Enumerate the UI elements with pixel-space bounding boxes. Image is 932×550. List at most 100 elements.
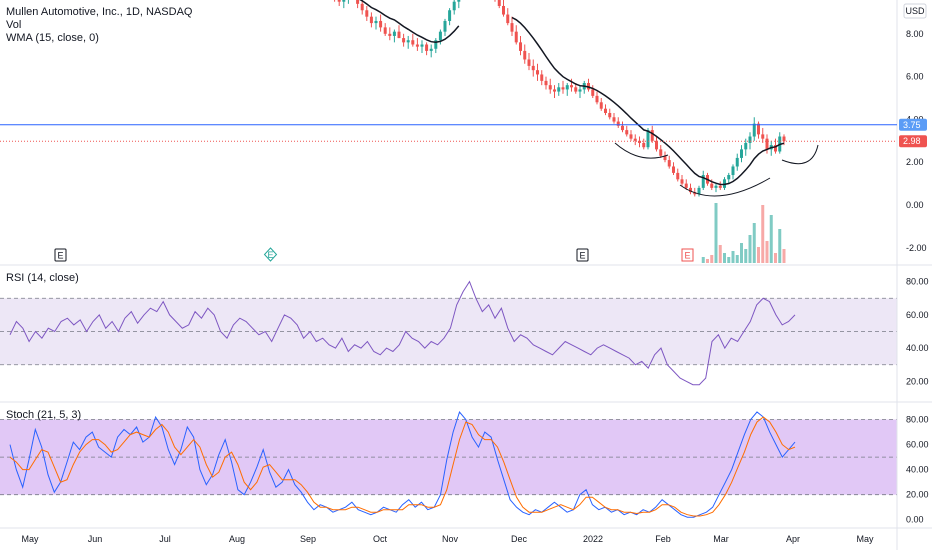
currency-badge[interactable] bbox=[903, 3, 927, 19]
candle[interactable] bbox=[536, 70, 539, 75]
candle[interactable] bbox=[676, 172, 680, 180]
candle[interactable] bbox=[616, 121, 620, 126]
candle[interactable] bbox=[443, 20, 447, 32]
candle[interactable] bbox=[757, 123, 760, 135]
stoch-pane[interactable] bbox=[9, 410, 796, 518]
candle[interactable] bbox=[718, 185, 722, 188]
candle[interactable] bbox=[502, 5, 505, 15]
candle[interactable] bbox=[642, 142, 646, 148]
candle[interactable] bbox=[540, 74, 544, 81]
candle[interactable] bbox=[731, 166, 735, 176]
candle[interactable] bbox=[510, 23, 514, 32]
last-price-badge[interactable] bbox=[899, 135, 927, 148]
candle[interactable] bbox=[369, 16, 373, 24]
candle[interactable] bbox=[415, 44, 419, 47]
candle[interactable] bbox=[655, 140, 658, 150]
candle[interactable] bbox=[374, 20, 378, 24]
time-axis[interactable]: May Jun Jul Aug Sep Oct Nov Dec 2022 Feb Mar Apr May bbox=[21, 534, 874, 544]
candle[interactable] bbox=[650, 130, 654, 141]
candle[interactable] bbox=[429, 48, 433, 51]
candle[interactable] bbox=[452, 1, 456, 11]
candle[interactable] bbox=[629, 134, 633, 139]
candle[interactable] bbox=[608, 112, 612, 118]
earnings-marker[interactable]: E bbox=[576, 248, 589, 262]
wma-line[interactable] bbox=[348, 0, 785, 186]
stoch-k-line[interactable] bbox=[9, 410, 796, 518]
candle[interactable] bbox=[774, 145, 777, 152]
candle[interactable] bbox=[599, 102, 603, 109]
candle[interactable] bbox=[425, 44, 429, 51]
candle[interactable] bbox=[411, 40, 415, 45]
candle[interactable] bbox=[514, 31, 518, 43]
candle[interactable] bbox=[621, 125, 624, 131]
candle[interactable] bbox=[578, 89, 582, 92]
candle[interactable] bbox=[337, 0, 341, 2]
candle[interactable] bbox=[740, 149, 743, 158]
rsi-pane[interactable] bbox=[9, 280, 796, 386]
candle[interactable] bbox=[548, 85, 552, 90]
candle[interactable] bbox=[633, 138, 637, 141]
candle[interactable] bbox=[402, 38, 406, 43]
candle[interactable] bbox=[663, 155, 667, 161]
annotation-arc[interactable] bbox=[679, 177, 771, 197]
candle[interactable] bbox=[752, 123, 756, 137]
candle[interactable] bbox=[448, 10, 452, 21]
candle[interactable] bbox=[689, 187, 692, 193]
level-price-badge[interactable] bbox=[899, 118, 927, 131]
candle[interactable] bbox=[570, 85, 573, 88]
candle[interactable] bbox=[360, 3, 364, 11]
earnings-marker[interactable]: E bbox=[263, 247, 278, 262]
candle[interactable] bbox=[714, 185, 718, 188]
annotation-arc[interactable] bbox=[781, 144, 819, 165]
candle[interactable] bbox=[557, 87, 561, 92]
candle[interactable] bbox=[710, 183, 714, 188]
candle[interactable] bbox=[544, 80, 548, 86]
candle[interactable] bbox=[684, 183, 688, 188]
candle[interactable] bbox=[680, 179, 684, 184]
candle[interactable] bbox=[697, 187, 701, 195]
candle[interactable] bbox=[388, 33, 392, 36]
rsi-line[interactable] bbox=[9, 280, 796, 386]
candle[interactable] bbox=[782, 136, 786, 142]
candle[interactable] bbox=[748, 136, 752, 143]
candle[interactable] bbox=[612, 117, 616, 122]
price-pane[interactable] bbox=[0, 0, 897, 263]
candle[interactable] bbox=[727, 175, 731, 180]
candle[interactable] bbox=[397, 31, 401, 39]
candle[interactable] bbox=[638, 140, 641, 143]
candle[interactable] bbox=[672, 166, 675, 173]
candle[interactable] bbox=[527, 59, 531, 66]
candle[interactable] bbox=[506, 14, 510, 24]
candle[interactable] bbox=[591, 89, 595, 96]
price-axis[interactable]: 8.006.004.002.000.00-2.003.752.9880.0060… bbox=[899, 29, 929, 525]
candle[interactable] bbox=[561, 87, 565, 90]
candle[interactable] bbox=[553, 89, 556, 92]
candle[interactable] bbox=[383, 27, 387, 34]
earnings-marker[interactable]: E bbox=[681, 248, 694, 262]
candle[interactable] bbox=[765, 138, 769, 150]
candle[interactable] bbox=[356, 0, 360, 4]
candle[interactable] bbox=[365, 10, 369, 17]
candle[interactable] bbox=[523, 50, 527, 60]
candle[interactable] bbox=[625, 130, 629, 135]
earnings-marker[interactable]: E bbox=[54, 248, 67, 262]
candle[interactable] bbox=[420, 44, 424, 47]
annotation-arc[interactable] bbox=[614, 142, 669, 159]
candle[interactable] bbox=[659, 149, 663, 156]
candle[interactable] bbox=[565, 85, 569, 90]
candle[interactable] bbox=[723, 179, 726, 188]
candle[interactable] bbox=[438, 31, 442, 41]
candle[interactable] bbox=[667, 160, 671, 167]
candle[interactable] bbox=[531, 65, 535, 71]
candle[interactable] bbox=[574, 87, 578, 92]
candle[interactable] bbox=[497, 0, 501, 6]
candle[interactable] bbox=[392, 31, 396, 36]
candle[interactable] bbox=[457, 0, 461, 2]
candle[interactable] bbox=[406, 40, 410, 43]
candle[interactable] bbox=[595, 95, 599, 103]
candle[interactable] bbox=[701, 175, 705, 188]
candle[interactable] bbox=[744, 142, 748, 150]
candle[interactable] bbox=[761, 134, 765, 139]
candle[interactable] bbox=[342, 0, 346, 2]
